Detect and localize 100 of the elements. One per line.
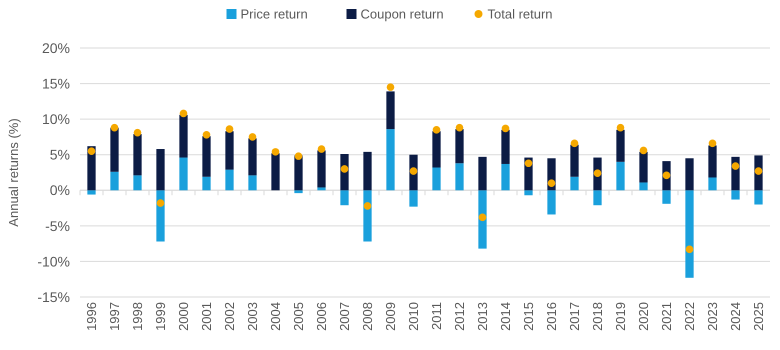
point (340, 165, 348, 173)
point (524, 159, 532, 168)
x-tick-label: 2014 (498, 302, 514, 331)
y-tick-label: 10% (42, 111, 70, 128)
point (548, 179, 556, 187)
point (226, 125, 234, 133)
bar (317, 187, 326, 190)
point (640, 146, 648, 154)
point (156, 199, 164, 207)
x-tick-label: 2022 (682, 302, 698, 331)
x-tick-label: 2019 (613, 302, 628, 331)
bar (225, 170, 234, 190)
bar (202, 176, 211, 190)
y-tick-label: -15% (37, 288, 70, 305)
bar (225, 131, 234, 170)
y-tick-label: 20% (42, 40, 70, 56)
point (110, 124, 118, 132)
bar (501, 130, 510, 164)
x-tick-label: 2020 (636, 302, 652, 331)
bar (110, 172, 119, 190)
x-tick-label: 2006 (314, 302, 330, 331)
bar (547, 190, 556, 214)
y-tick-label: -10% (37, 253, 70, 270)
x-tick-label: 2012 (452, 302, 468, 331)
bar (616, 130, 625, 162)
bar (179, 114, 188, 158)
bar (248, 175, 257, 190)
bar (570, 144, 579, 177)
x-tick-label: 2023 (705, 302, 720, 331)
bar (501, 164, 510, 190)
x-tick-label: 2013 (475, 302, 490, 331)
point (364, 202, 372, 210)
x-tick-label: 2000 (176, 302, 192, 331)
x-tick-label: 2018 (590, 302, 606, 331)
bar (87, 190, 96, 195)
bar (593, 190, 602, 206)
bar (708, 177, 717, 190)
point (134, 128, 142, 136)
x-tick-label: 2008 (360, 302, 376, 331)
bar (248, 138, 257, 176)
bar (708, 145, 717, 178)
bar (524, 190, 533, 196)
legend-label: Price return (240, 6, 308, 22)
bar (133, 134, 142, 176)
bar (271, 153, 280, 190)
x-tick-label: 2016 (544, 302, 560, 331)
x-tick-label: 2009 (383, 302, 398, 331)
point (386, 83, 394, 91)
point (272, 148, 280, 156)
x-tick-label: 2004 (268, 302, 284, 331)
point (732, 162, 740, 170)
legend-label: Coupon return (360, 6, 444, 22)
point (478, 214, 486, 222)
point (294, 152, 302, 160)
point (180, 110, 188, 118)
x-tick-label: 2001 (199, 302, 214, 331)
point (456, 124, 464, 132)
bar (455, 163, 464, 190)
point (686, 246, 694, 254)
x-tick-label: 1998 (130, 302, 146, 331)
x-tick-label: 2024 (728, 302, 744, 331)
point (432, 126, 440, 134)
point (754, 167, 762, 175)
x-tick-label: 2025 (751, 302, 766, 331)
point (248, 133, 256, 141)
bar (685, 190, 694, 278)
bar (478, 190, 487, 249)
x-tick-label: 2002 (222, 302, 238, 331)
point (88, 147, 96, 155)
x-tick-label: 2007 (337, 302, 352, 331)
x-tick-label: 2003 (245, 302, 260, 331)
bar (409, 190, 418, 207)
bar (662, 190, 671, 204)
bar (616, 162, 625, 190)
point (202, 130, 210, 139)
bar (386, 91, 395, 130)
bar (478, 156, 487, 190)
point (502, 124, 510, 132)
y-tick-label: 0% (50, 182, 70, 198)
y-tick-label: 15% (42, 75, 70, 92)
x-tick-label: 2010 (406, 302, 422, 331)
bar (570, 176, 579, 190)
point (616, 124, 624, 132)
bar (432, 131, 441, 168)
x-tick-label: 2015 (521, 302, 536, 331)
bar (731, 190, 740, 200)
bar (156, 149, 165, 190)
bar (639, 182, 648, 190)
x-tick-label: 1997 (107, 302, 122, 331)
bar (110, 128, 119, 172)
bar (202, 136, 211, 177)
bar (386, 129, 395, 190)
legend-label: Total return (488, 6, 553, 22)
y-axis-title: Annual returns (%) (6, 118, 21, 227)
point (410, 167, 418, 175)
point (318, 145, 326, 153)
x-tick-label: 2005 (291, 302, 306, 331)
bar (340, 190, 349, 206)
x-tick-label: 1996 (84, 302, 100, 331)
x-tick-label: 2011 (429, 302, 444, 330)
